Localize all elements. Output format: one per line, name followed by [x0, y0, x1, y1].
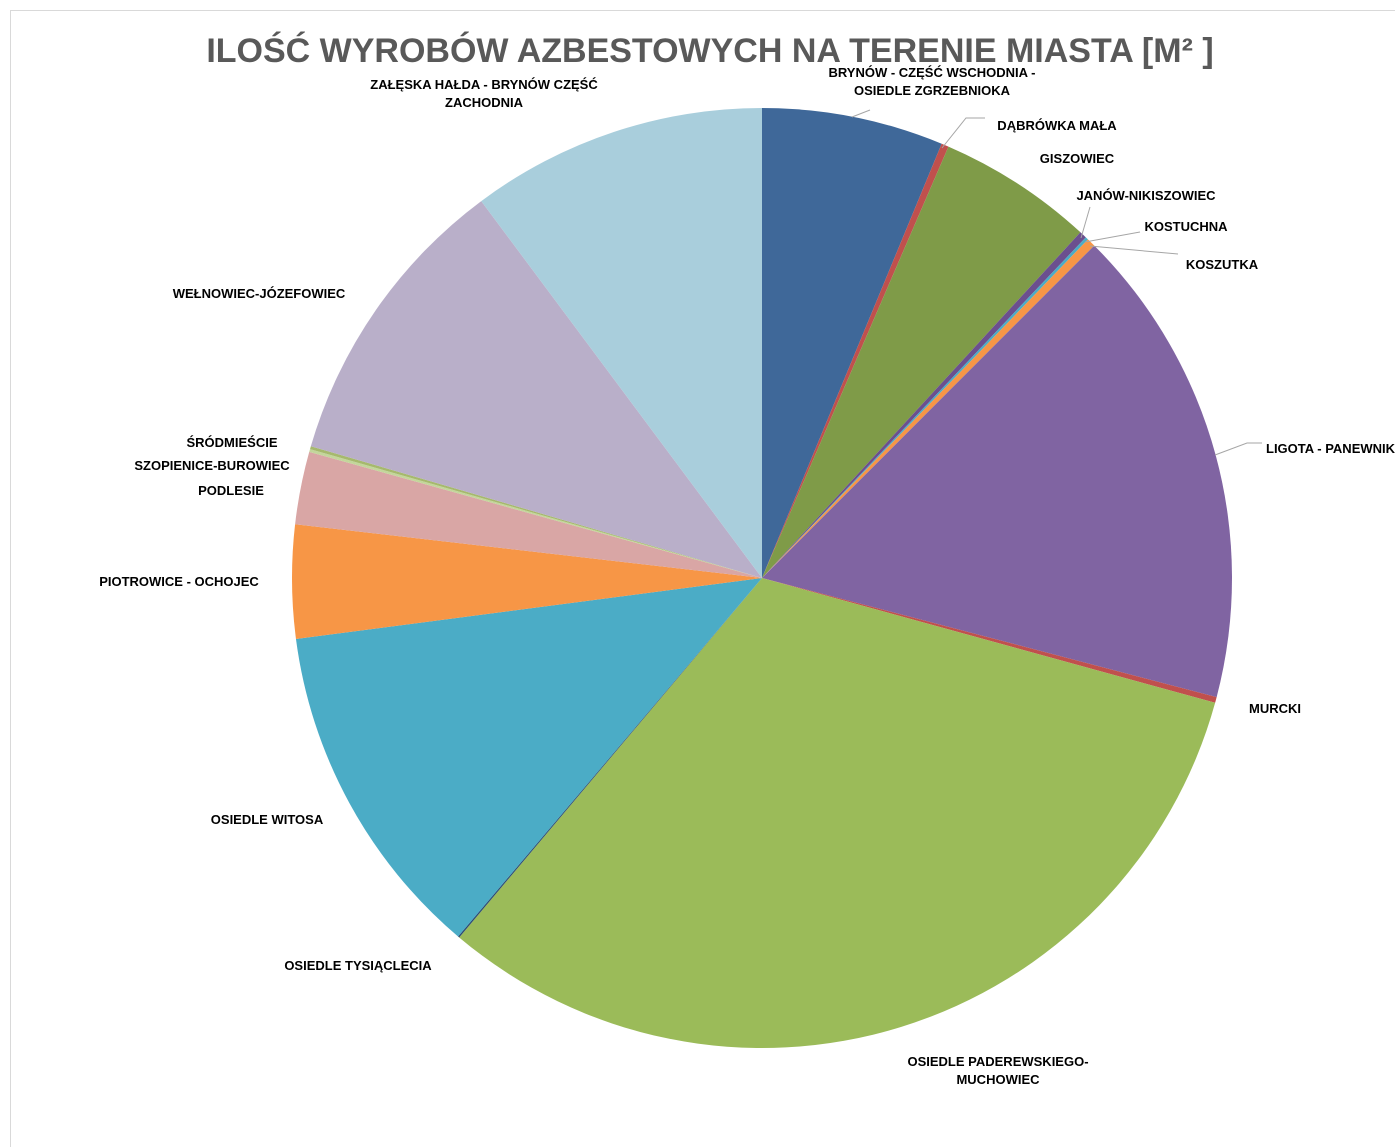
pie-slice	[309, 449, 762, 578]
pie-slice	[762, 232, 1086, 578]
slice-label: JANÓW-NIKISZOWIEC	[1076, 188, 1216, 203]
leader-line	[851, 109, 871, 118]
slice-label: KOSTUCHNA	[1144, 219, 1228, 234]
pie-slice	[762, 143, 949, 579]
pie-slice	[762, 146, 1081, 579]
slice-label: MURCKI	[1249, 701, 1301, 716]
slice-label: OSIEDLE TYSIĄCLECIA	[284, 958, 432, 973]
pie-slice	[762, 108, 942, 578]
slice-label: GISZOWIEC	[1039, 151, 1115, 166]
chart-frame	[10, 10, 1395, 1147]
leader-line	[1084, 231, 1141, 243]
slice-label: OSIEDLE PADEREWSKIEGO-MUCHOWIEC	[907, 1054, 1089, 1087]
slice-label: BRYNÓW - CZĘŚĆ WSCHODNIA - OSIEDLE ZGRZE…	[828, 65, 1036, 98]
slice-label: PIOTROWICE - OCHOJEC	[99, 574, 259, 589]
pie-slice	[481, 108, 762, 578]
slice-label: ŚRÓDMIEŚCIE	[186, 435, 278, 450]
pie-slice	[762, 237, 1088, 578]
slice-label: SZOPIENICE-BUROWIEC	[134, 458, 290, 473]
pie-slice	[310, 446, 762, 578]
pie-slice	[295, 451, 762, 578]
slice-label: PODLESIE	[198, 483, 264, 498]
slice-label: OSIEDLE WITOSA	[210, 812, 324, 827]
leader-line	[1089, 245, 1179, 255]
pie-slice	[292, 524, 762, 639]
slice-label: LIGOTA - PANEWNIKI	[1266, 441, 1395, 456]
pie-slice	[310, 201, 762, 578]
slice-label: ZAŁĘSKA HAŁDA - BRYNÓW CZĘŚĆ ZACHODNIA	[370, 77, 598, 110]
slice-label: WEŁNOWIEC-JÓZEFOWIEC	[172, 286, 346, 301]
pie-slice	[762, 245, 1232, 698]
pie-slice	[295, 578, 762, 937]
leader-line	[1080, 206, 1091, 239]
slice-label: DĄBRÓWKA MAŁA	[997, 118, 1117, 133]
pie-slice	[762, 578, 1217, 703]
pie-slice	[762, 239, 1095, 579]
leader-line	[941, 117, 985, 149]
pie-slice	[458, 578, 762, 938]
slice-label: KOSZUTKA	[1185, 257, 1259, 272]
slices	[292, 108, 1232, 1048]
chart-title: ILOŚĆ WYROBÓW AZBESTOWYCH NA TERENIE MIA…	[206, 32, 1214, 70]
leader-line	[1214, 442, 1262, 456]
pie-slice	[459, 578, 1216, 1048]
